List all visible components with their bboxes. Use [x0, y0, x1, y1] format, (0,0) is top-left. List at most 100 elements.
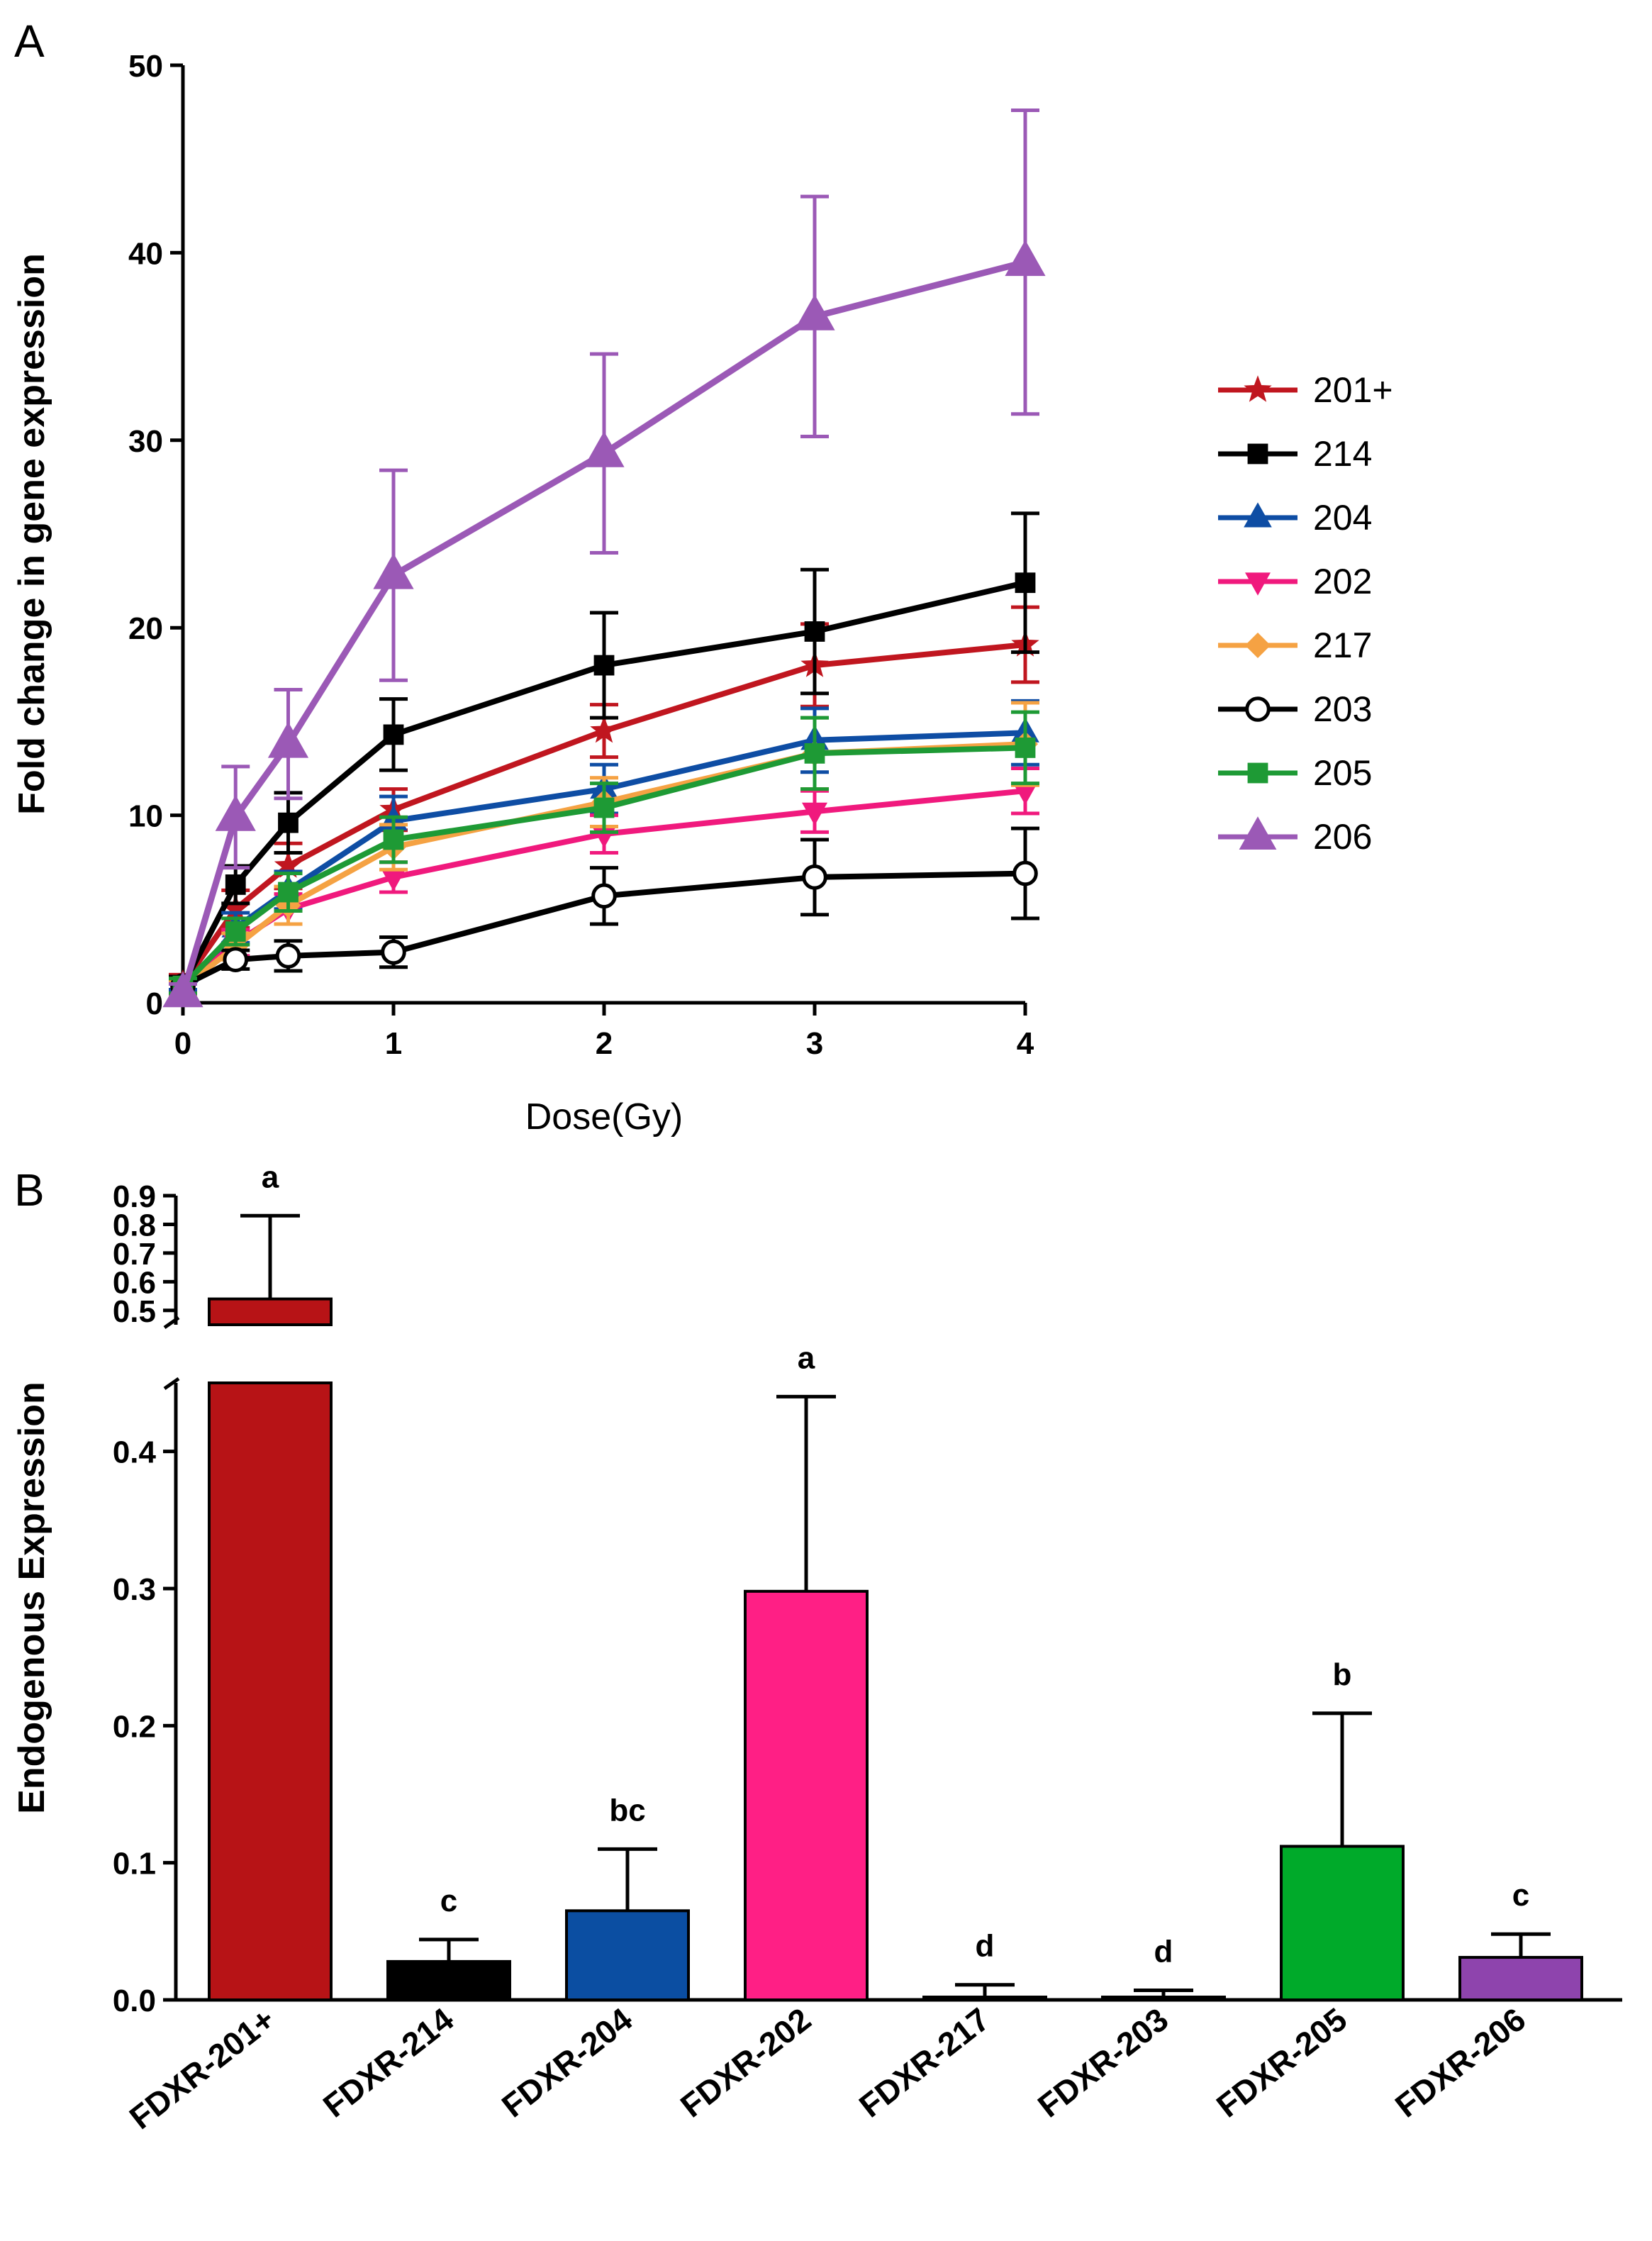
data-point	[804, 743, 825, 764]
legend-marker	[1244, 502, 1272, 528]
y-tick-label: 0.3	[113, 1572, 156, 1607]
series-203	[169, 826, 1039, 999]
bar-group: c FDXR-214	[316, 1884, 511, 2125]
data-point	[274, 851, 303, 878]
data-point	[373, 552, 414, 589]
data-point	[593, 797, 615, 818]
data-point	[794, 294, 835, 330]
x-tick-label: 2	[596, 1026, 613, 1061]
y-tick-label: 0.5	[113, 1294, 156, 1329]
legend-label: 214	[1313, 434, 1372, 474]
legend-marker	[1239, 816, 1277, 850]
panel-a-letter: A	[14, 16, 45, 67]
data-point	[1012, 860, 1038, 886]
legend-label: 202	[1313, 562, 1372, 601]
data-point	[215, 795, 256, 831]
x-tick-label: 0	[174, 1026, 191, 1061]
bar-chart-panel: Endogenous Expression 0.0 0.1 0.2 0.3 0.4 0.5…	[11, 1160, 1622, 2136]
legend-marker	[1245, 572, 1271, 596]
legend-marker	[1245, 633, 1271, 658]
y-tick-label: 40	[128, 236, 163, 271]
y-tick-label: 20	[128, 611, 163, 646]
data-point	[1005, 240, 1046, 277]
data-point	[267, 721, 309, 758]
data-point	[802, 802, 827, 826]
series-206	[162, 108, 1046, 1008]
significance-letter: c	[1512, 1878, 1529, 1913]
data-point	[278, 812, 298, 833]
data-point	[383, 724, 404, 745]
data-point	[162, 971, 203, 1008]
y-tick-label: 50	[128, 49, 163, 84]
line-chart-x-axis-title: Dose(Gy)	[525, 1096, 683, 1138]
y-tick-label: 0.4	[113, 1435, 157, 1470]
category-label: FDXR-203	[1031, 2001, 1175, 2125]
category-label: FDXR-205	[1210, 2001, 1354, 2125]
significance-letter: b	[1333, 1657, 1352, 1692]
significance-letter: a	[262, 1160, 279, 1194]
series-205	[169, 710, 1039, 996]
x-tick-label: 3	[806, 1026, 823, 1061]
data-point	[381, 939, 406, 965]
data-point	[278, 882, 298, 903]
axis-break-mark	[163, 1377, 180, 1391]
line-chart-y-axis-title: Fold change in gene expression	[11, 253, 52, 815]
data-point	[1015, 572, 1036, 594]
legend-label: 217	[1313, 625, 1372, 665]
bar-group: b FDXR-205	[1210, 1657, 1405, 2125]
bar-chart-y-axis-title: Endogenous Expression	[11, 1381, 52, 1814]
bar-group: bc FDXR-204	[495, 1793, 690, 2125]
bar	[922, 1996, 1047, 2001]
bar-group: a FDXR-202	[674, 1340, 869, 2125]
y-tick-label: 0.9	[113, 1179, 156, 1214]
data-point	[1012, 782, 1038, 806]
bar-group: d FDXR-217	[852, 1929, 1047, 2125]
legend-label: 201+	[1313, 370, 1393, 410]
legend-marker	[1247, 762, 1268, 784]
significance-letter: d	[976, 1929, 995, 1964]
category-label: FDXR-202	[674, 2001, 817, 2125]
panel-b-letter: B	[14, 1164, 45, 1216]
category-label: FDXR-201+	[123, 2001, 281, 2136]
bar	[386, 1959, 511, 2002]
data-point	[221, 894, 250, 921]
significance-letter: bc	[609, 1793, 645, 1828]
data-point	[275, 943, 301, 969]
x-tick-label: 4	[1017, 1026, 1034, 1061]
legend-label: 204	[1313, 498, 1372, 538]
category-label: FDXR-214	[316, 2001, 461, 2125]
axis-break-mark	[163, 1316, 180, 1330]
legend-marker	[1244, 375, 1272, 402]
data-point	[381, 868, 406, 891]
data-point	[590, 716, 618, 743]
data-point	[223, 947, 249, 972]
data-point	[225, 921, 246, 942]
y-tick-label: 0.6	[113, 1265, 156, 1300]
y-tick-label: 0.2	[113, 1709, 156, 1744]
data-point	[225, 874, 246, 895]
category-label: FDXR-206	[1388, 2001, 1532, 2125]
y-tick-label: 0	[146, 986, 163, 1021]
category-label: FDXR-204	[495, 2001, 640, 2125]
y-tick-label: 0.7	[113, 1237, 156, 1272]
bar	[565, 1909, 690, 2001]
legend-label: 203	[1313, 689, 1372, 729]
significance-letter: d	[1154, 1934, 1173, 1969]
x-tick-label: 1	[385, 1026, 402, 1061]
y-tick-label: 30	[128, 424, 163, 459]
data-point	[804, 621, 825, 642]
y-tick-label: 0.1	[113, 1847, 156, 1881]
bar	[1280, 1845, 1405, 2001]
bar	[1458, 1956, 1583, 2001]
legend-marker	[1247, 443, 1268, 465]
data-point	[802, 864, 827, 890]
data-point	[584, 431, 625, 467]
bar	[208, 1297, 333, 1326]
significance-letter: a	[798, 1340, 815, 1375]
legend-label: 206	[1313, 817, 1372, 857]
bar	[208, 1381, 333, 2001]
significance-letter: c	[440, 1884, 457, 1918]
y-tick-label: 10	[128, 799, 163, 834]
legend-label: 205	[1313, 753, 1372, 793]
